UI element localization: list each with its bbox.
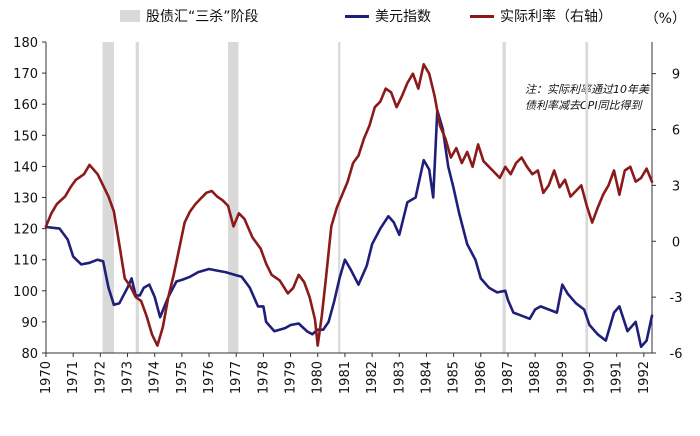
- x-tick-label-1988: 1988: [528, 361, 543, 394]
- left-tick-label-100: 100: [13, 285, 38, 300]
- series-line-real-rate: [44, 63, 654, 347]
- left-tick-label-170: 170: [13, 67, 38, 82]
- left-tick-label-140: 140: [13, 160, 38, 175]
- x-tick-label-1975: 1975: [175, 361, 190, 394]
- x-tick-label-1980: 1980: [311, 361, 326, 394]
- shaded-period-6: [585, 42, 589, 353]
- x-tick-label-1986: 1986: [474, 361, 489, 394]
- right-tick-label-3: 3: [672, 179, 680, 194]
- x-tick-label-1977: 1977: [229, 361, 244, 394]
- left-tick-label-90: 90: [21, 316, 38, 331]
- legend-swatch-dollar-index: [345, 14, 369, 18]
- legend: 股债汇“三杀”阶段 美元指数 实际利率（右轴）: [0, 6, 700, 28]
- shaded-period-5: [502, 42, 506, 353]
- shaded-period-4: [338, 42, 341, 353]
- legend-swatch-shaded: [120, 10, 140, 22]
- shaded-period-3: [228, 42, 239, 353]
- left-tick-label-80: 80: [21, 347, 38, 362]
- left-tick-label-130: 130: [13, 192, 38, 207]
- x-tick-label-1973: 1973: [121, 361, 136, 394]
- x-tick-label-1989: 1989: [555, 361, 570, 394]
- right-tick-label--3: -3: [670, 291, 683, 306]
- x-tick-label-1981: 1981: [338, 361, 353, 394]
- x-tick-label-1972: 1972: [93, 361, 108, 394]
- x-tick-label-1976: 1976: [202, 361, 217, 394]
- legend-label-shaded: 股债汇“三杀”阶段: [146, 9, 259, 25]
- x-tick-label-1978: 1978: [256, 361, 271, 394]
- x-tick-label-1991: 1991: [610, 361, 625, 394]
- x-tick-label-1985: 1985: [447, 361, 462, 394]
- right-tick-label--6: -6: [670, 347, 683, 362]
- legend-item-shaded: 股债汇“三杀”阶段: [120, 6, 259, 26]
- x-tick-label-1979: 1979: [284, 361, 299, 394]
- left-tick-label-180: 180: [13, 36, 38, 51]
- x-tick-label-1982: 1982: [365, 361, 380, 394]
- x-tick-label-1987: 1987: [501, 361, 516, 394]
- legend-swatch-real-rate: [470, 14, 494, 18]
- right-axis-unit: （%）: [644, 11, 686, 27]
- x-tick-label-1984: 1984: [419, 361, 434, 394]
- left-tick-label-150: 150: [13, 129, 38, 144]
- right-tick-label-0: 0: [672, 235, 680, 250]
- left-tick-label-110: 110: [13, 254, 38, 269]
- x-tick-label-1974: 1974: [148, 361, 163, 394]
- x-tick-label-1992: 1992: [637, 361, 652, 394]
- series-line-dollar-index: [44, 109, 654, 349]
- shaded-period-2: [135, 42, 139, 353]
- legend-label-real-rate: 实际利率（右轴）: [500, 9, 612, 25]
- x-tick-label-1970: 1970: [39, 361, 54, 394]
- right-tick-label-9: 9: [672, 68, 680, 83]
- x-tick-label-1990: 1990: [582, 361, 597, 394]
- left-tick-label-120: 120: [13, 223, 38, 238]
- x-tick-label-1983: 1983: [392, 361, 407, 394]
- legend-label-dollar-index: 美元指数: [375, 9, 431, 25]
- left-tick-label-160: 160: [13, 98, 38, 113]
- x-tick-label-1971: 1971: [66, 361, 81, 394]
- right-tick-label-6: 6: [672, 124, 680, 139]
- legend-item-dollar-index: 美元指数: [345, 6, 431, 26]
- legend-item-real-rate: 实际利率（右轴）: [470, 6, 612, 26]
